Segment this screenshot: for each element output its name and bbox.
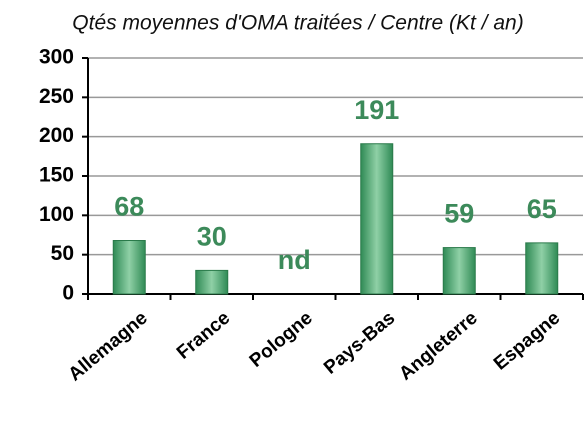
y-tick-label: 150 [39,164,74,187]
value-label: 68 [114,192,144,222]
y-tick-label: 50 [51,242,74,265]
value-label: 191 [354,95,399,125]
value-label: nd [278,245,311,275]
bar [360,143,394,295]
bar [112,240,146,295]
y-tick-label: 0 [62,282,74,305]
x-tick-label: Espagne [490,308,564,375]
x-tick-label: Allemagne [65,308,152,386]
value-label: 59 [444,199,474,229]
value-label: 65 [527,194,557,224]
bar [442,247,476,295]
bar [525,242,559,295]
x-tick-label: Angleterre [395,308,481,385]
x-tick-label: Pologne [246,308,317,372]
y-tick-label: 300 [39,46,74,69]
y-tick-label: 200 [39,124,74,147]
y-tick-label: 250 [39,85,74,108]
x-tick-label: France [173,308,234,364]
value-label: 30 [197,222,227,252]
y-tick-label: 100 [39,203,74,226]
chart-title: Qtés moyennes d'OMA traitées / Centre (K… [72,12,523,35]
x-tick-label: Pays-Bas [320,308,399,379]
bar [195,269,229,295]
